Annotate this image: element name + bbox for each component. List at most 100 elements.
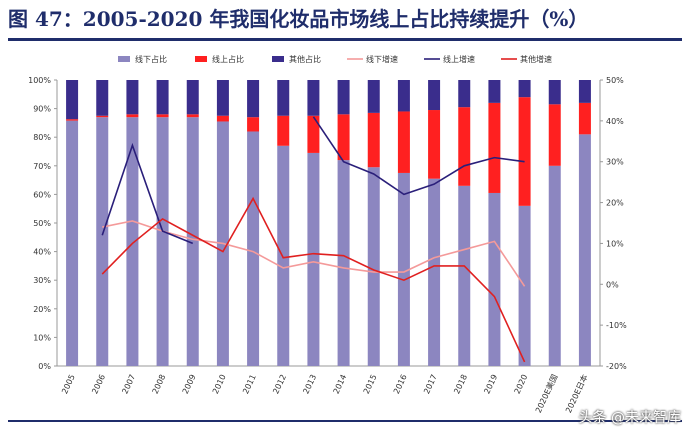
bar-other-share xyxy=(126,80,139,115)
bar-offline-share xyxy=(156,117,169,367)
bar-online-share xyxy=(96,115,109,118)
chart-title: 图 47：2005-2020 年我国化妆品市场线上占比持续提升（%） xyxy=(8,7,589,31)
legend-label: 线上增速 xyxy=(443,54,475,64)
bar-offline-share xyxy=(488,192,501,366)
legend: 线下占比 线上占比 其他占比 线下增速 线上增速 其他增速 xyxy=(118,54,552,64)
bar-other-share xyxy=(247,80,260,118)
bar-offline-share xyxy=(458,185,471,366)
left-tick-label: 80% xyxy=(33,133,51,142)
watermark: 头条 @未来智库 xyxy=(578,410,681,426)
legend-label: 线下占比 xyxy=(135,54,167,64)
bar-online-share xyxy=(428,110,441,179)
left-tick-label: 30% xyxy=(33,276,51,285)
bar-other-share xyxy=(367,80,380,113)
x-tick-label: 2015 xyxy=(362,373,379,395)
axes: 0% 10% 20% 30% 40% 50% 60% 70% 80% 90% 100% -20% -10… xyxy=(28,76,627,371)
legend-label: 线下增速 xyxy=(366,54,398,64)
bar-other-share xyxy=(428,80,441,111)
bar-other-share xyxy=(458,80,471,108)
x-tick-label: 2006 xyxy=(90,373,107,395)
bar-offline-share xyxy=(66,120,79,366)
bar-online-share xyxy=(337,114,350,161)
bar-offline-share xyxy=(247,131,260,366)
bar-other-share xyxy=(156,80,169,115)
line-offline-growth xyxy=(102,220,526,287)
bar-offline-share xyxy=(126,117,139,367)
bar-other-share xyxy=(488,80,501,103)
x-tick-label: 2013 xyxy=(301,373,318,395)
growth-lines xyxy=(101,116,526,363)
x-tick-label: 2016 xyxy=(392,373,409,395)
x-tick-label: 2009 xyxy=(181,373,198,395)
title-divider xyxy=(8,38,682,41)
legend-swatch xyxy=(272,56,284,62)
right-tick-label: 30% xyxy=(606,158,624,167)
bar-other-share xyxy=(96,80,109,116)
x-tick-label: 2007 xyxy=(120,373,137,395)
bar-online-share xyxy=(216,115,229,122)
bar-offline-share xyxy=(548,165,561,366)
bar-offline-share xyxy=(578,134,591,366)
legend-label: 线上占比 xyxy=(212,54,244,64)
bar-online-share xyxy=(367,112,380,168)
legend-swatch xyxy=(118,56,130,62)
bar-offline-share xyxy=(96,117,109,367)
right-tick-label: 50% xyxy=(606,76,624,85)
chart-svg: 线下占比 线上占比 其他占比 线下增速 线上增速 其他增速 0% 10% 20% 30% 40% 5… xyxy=(28,54,627,415)
x-tick-label: 2011 xyxy=(241,373,258,395)
bar-offline-share xyxy=(397,172,410,366)
x-tick-label: 2005 xyxy=(60,373,77,395)
bar-offline-share xyxy=(367,167,380,366)
right-tick-label: 10% xyxy=(606,239,624,248)
bar-online-share xyxy=(66,119,79,121)
left-tick-label: 90% xyxy=(33,105,51,114)
bar-online-share xyxy=(488,102,501,193)
x-tick-label: 2020E美国 xyxy=(533,373,560,415)
bar-other-share xyxy=(337,80,350,115)
left-tick-label: 0% xyxy=(38,362,51,371)
bar-other-share xyxy=(216,80,229,116)
bar-other-share xyxy=(186,80,199,115)
bar-online-share xyxy=(397,111,410,173)
bar-online-share xyxy=(186,114,199,118)
bar-other-share xyxy=(518,80,531,98)
bar-other-share xyxy=(578,80,591,103)
bar-other-share xyxy=(397,80,410,112)
bar-offline-share xyxy=(277,145,290,366)
right-tick-label: -20% xyxy=(606,362,627,371)
right-tick-label: 20% xyxy=(606,199,624,208)
bar-other-share xyxy=(277,80,290,116)
line-other-growth xyxy=(101,196,526,363)
right-tick-label: 0% xyxy=(606,280,619,289)
x-tick-label: 2019 xyxy=(482,373,499,395)
x-tick-labels: 2005 2006 2007 2008 2009 2010 2011 2012 2013 2014… xyxy=(60,373,590,415)
bar-online-share xyxy=(518,97,531,206)
bar-online-share xyxy=(578,102,591,135)
left-tick-label: 100% xyxy=(28,76,51,85)
x-tick-label: 2017 xyxy=(422,373,439,395)
bar-online-share xyxy=(307,115,320,153)
x-tick-label: 2010 xyxy=(211,373,228,395)
bar-other-share xyxy=(66,80,79,120)
x-tick-label: 2008 xyxy=(151,373,168,395)
bar-offline-share xyxy=(337,160,350,366)
bar-other-share xyxy=(548,80,561,105)
x-tick-label: 2014 xyxy=(332,373,349,395)
x-tick-label: 2012 xyxy=(271,373,288,395)
legend-label: 其他占比 xyxy=(289,54,321,64)
left-tick-label: 70% xyxy=(33,162,51,171)
line-online-growth xyxy=(312,116,525,196)
left-tick-label: 40% xyxy=(33,248,51,257)
right-tick-label: -10% xyxy=(606,321,627,330)
left-tick-label: 50% xyxy=(33,219,51,228)
right-tick-label: 40% xyxy=(606,117,624,126)
left-tick-label: 20% xyxy=(33,305,51,314)
legend-swatch xyxy=(195,56,207,62)
x-tick-label: 2018 xyxy=(452,373,469,395)
bar-other-share xyxy=(307,80,320,116)
bottom-divider xyxy=(8,420,682,422)
legend-label: 其他增速 xyxy=(520,54,552,64)
bars xyxy=(66,80,591,367)
bar-online-share xyxy=(458,107,471,186)
bar-offline-share xyxy=(186,117,199,367)
